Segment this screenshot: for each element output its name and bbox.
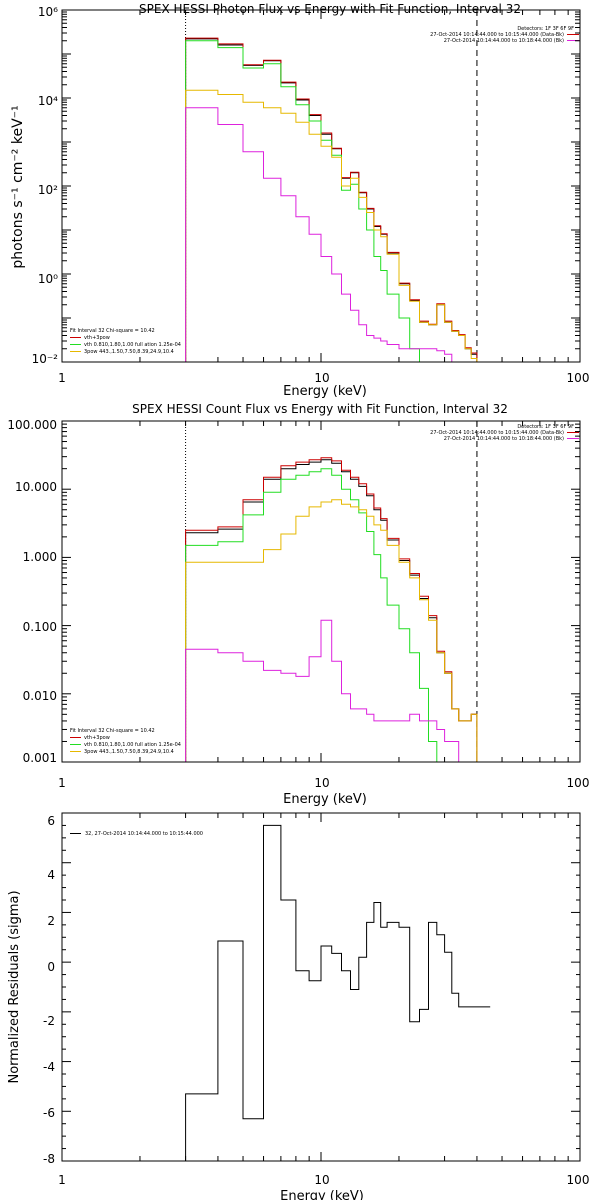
y-axis-label: Normalized Residuals (sigma) [7, 890, 22, 1083]
y-tick-label: 10⁴ [38, 94, 58, 108]
x-axis-label: Energy (keV) [280, 1189, 364, 1200]
y-tick-label: 10⁶ [38, 5, 58, 19]
x-axis-label: Energy (keV) [283, 792, 367, 807]
residuals-plot [61, 812, 581, 1162]
legend-label: vth+3pow [84, 335, 110, 341]
plot-frame [61, 420, 581, 763]
y-tick-label: 100.000 [7, 418, 57, 432]
plot-frame [61, 9, 581, 363]
plot-area [185, 824, 491, 1161]
legend-fit-interval: Fit Interval 32 Chi-square = 10.42 [70, 328, 155, 334]
y-tick-label: 0.100 [23, 620, 57, 634]
x-tick-label: 1 [58, 776, 66, 790]
series-magenta-histogram [185, 107, 491, 362]
y-tick-label: 1.000 [23, 550, 57, 564]
series-magenta-histogram [185, 619, 491, 762]
y-tick-label: 10.000 [15, 480, 57, 494]
legend-label: vth+3pow [84, 735, 110, 741]
x-tick-label: 100 [567, 371, 590, 385]
x-tick-label: 10 [314, 776, 329, 790]
legend-label: 3pow 443.,1.50,7.50,8.39,24.9,10.4 [84, 749, 174, 755]
y-tick-label: 0.010 [23, 689, 57, 703]
legend-label: 32, 27-Oct-2014 10:14:44.000 to 10:15:44… [85, 831, 203, 837]
legend-label: vth 0.810,1.80,1.00 full ation 1.25e-04 [84, 742, 181, 748]
series-green-histogram [185, 40, 491, 362]
detectors-line: Detectors: 1F 3F 6F 9F [517, 424, 574, 430]
y-tick-label: -6 [43, 1106, 55, 1120]
y-tick-label: 4 [47, 868, 55, 882]
x-axis-label: Energy (keV) [283, 384, 367, 399]
panel-title: SPEX HESSI Count Flux vs Energy with Fit… [132, 402, 508, 416]
residuals-panel: Normalized Residuals (sigma) Energy (keV… [7, 812, 590, 1200]
x-tick-label: 100 [567, 1173, 590, 1187]
y-tick-label: 10² [38, 183, 58, 197]
y-axis-label: photons s⁻¹ cm⁻² keV⁻¹ [10, 105, 26, 268]
plot-area [185, 10, 491, 362]
y-tick-label: 10⁻² [32, 352, 59, 366]
legend-label: vth 0.810,1.80,1.00 full ation 1.25e-04 [84, 342, 181, 348]
data-interval-line: 27-Oct-2014 10:14:44.000 to 10:15:44.000… [430, 430, 564, 436]
x-tick-label: 10 [314, 371, 329, 385]
y-tick-label: 0 [47, 960, 55, 974]
panel-title: SPEX HESSI Photon Flux vs Energy with Fi… [139, 2, 521, 16]
series-yellow-histogram [185, 499, 491, 762]
count-flux-panel: SPEX HESSI Count Flux vs Energy with Fit… [7, 402, 589, 807]
background-interval-line: 27-Oct-2014 10:14:44.000 to 10:18:44.000… [444, 436, 564, 442]
photon-flux-plot [61, 9, 581, 363]
x-tick-label: 1 [58, 371, 66, 385]
y-tick-label: 0.001 [23, 751, 57, 765]
x-tick-label: 100 [567, 776, 590, 790]
count-flux-plot [61, 420, 581, 763]
series-yellow-histogram [185, 89, 478, 362]
data-interval-line: 27-Oct-2014 10:14:44.000 to 10:15:44.000… [430, 32, 564, 38]
y-tick-label: 6 [47, 814, 55, 828]
legend-fit-interval: Fit Interval 32 Chi-square = 10.42 [70, 728, 155, 734]
photon-flux-panel: SPEX HESSI Photon Flux vs Energy with Fi… [10, 2, 589, 399]
series-black-histogram [185, 824, 491, 1161]
x-tick-label: 10 [314, 1173, 329, 1187]
legend-label: 3pow 443.,1.50,7.50,8.39,24.9,10.4 [84, 349, 174, 355]
plot-area [185, 421, 491, 762]
y-tick-label: -8 [43, 1152, 55, 1166]
y-tick-label: 10⁰ [38, 272, 58, 286]
plot-frame [61, 812, 581, 1162]
x-tick-label: 1 [58, 1173, 66, 1187]
y-tick-label: -2 [43, 1014, 55, 1028]
detectors-line: Detectors: 1F 3F 6F 9F [517, 26, 574, 32]
y-tick-label: -4 [43, 1060, 55, 1074]
y-tick-label: 2 [47, 914, 55, 928]
background-interval-line: 27-Oct-2014 10:14:44.000 to 10:18:44.000… [444, 38, 564, 44]
